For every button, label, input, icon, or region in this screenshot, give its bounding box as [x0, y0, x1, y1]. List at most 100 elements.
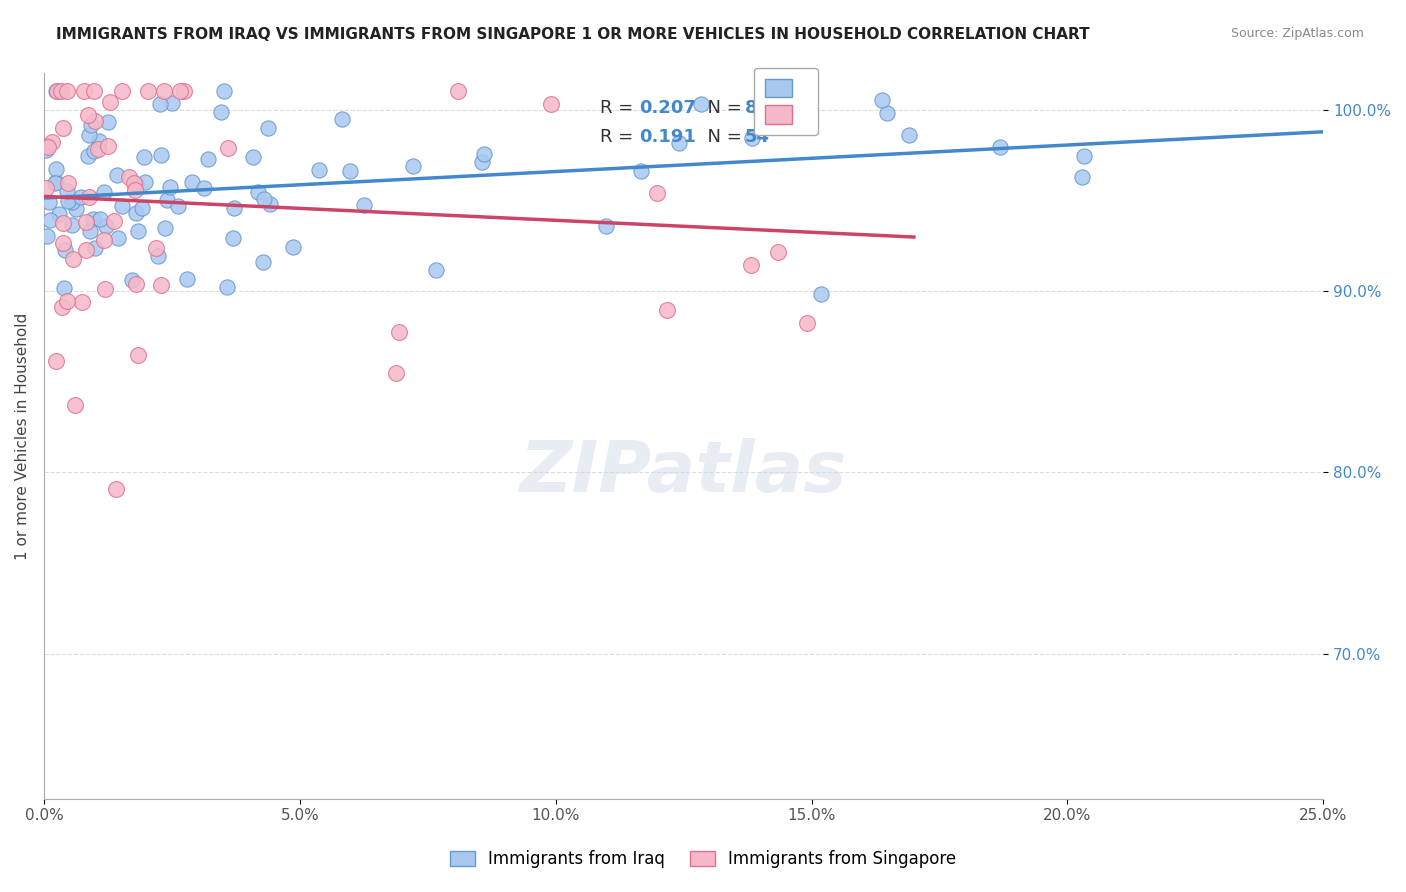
Point — [796, 317, 818, 331]
Point — [111, 199, 134, 213]
Point — [173, 84, 195, 98]
Point — [127, 348, 149, 362]
Point — [35, 139, 58, 153]
Point — [162, 96, 184, 111]
Point — [132, 150, 155, 164]
Point — [740, 258, 762, 272]
Point — [70, 295, 93, 310]
Point — [176, 272, 198, 286]
Point — [55, 84, 77, 98]
Point — [870, 94, 893, 108]
Point — [247, 185, 270, 199]
Point — [79, 224, 101, 238]
Point — [222, 201, 245, 215]
Point — [217, 141, 239, 155]
Point — [89, 212, 111, 227]
Point — [97, 114, 120, 128]
Point — [425, 262, 447, 277]
Point — [118, 170, 141, 185]
Point — [876, 105, 898, 120]
Point — [83, 84, 105, 98]
Point — [97, 138, 120, 153]
Point — [330, 112, 353, 126]
Point — [63, 398, 86, 412]
Point — [52, 121, 75, 136]
Point — [124, 277, 146, 291]
Point — [103, 214, 125, 228]
Point — [51, 300, 73, 314]
Point — [35, 229, 58, 244]
Point — [647, 186, 669, 200]
Point — [259, 197, 281, 211]
Point — [1071, 169, 1094, 184]
Point — [94, 219, 117, 233]
Y-axis label: 1 or more Vehicles in Household: 1 or more Vehicles in Household — [15, 312, 30, 559]
Point — [167, 199, 190, 213]
Point — [988, 140, 1011, 154]
Point — [159, 180, 181, 194]
Point — [60, 194, 83, 209]
Point — [46, 84, 69, 98]
Point — [242, 150, 264, 164]
Text: Source: ZipAtlas.com: Source: ZipAtlas.com — [1230, 27, 1364, 40]
Point — [105, 168, 128, 182]
Point — [56, 293, 79, 308]
Point — [472, 147, 495, 161]
Text: N =: N = — [696, 99, 748, 117]
Point — [48, 206, 70, 220]
Point — [65, 202, 87, 216]
Point — [125, 178, 148, 192]
Point — [146, 249, 169, 263]
Point — [253, 192, 276, 206]
Point — [741, 130, 763, 145]
Point — [93, 185, 115, 199]
Point — [180, 176, 202, 190]
Point — [38, 195, 60, 210]
Point — [668, 136, 690, 151]
Legend: , : , — [755, 68, 817, 136]
Point — [93, 233, 115, 247]
Text: R =: R = — [600, 99, 640, 117]
Point — [45, 175, 67, 189]
Point — [122, 176, 145, 190]
Point — [121, 273, 143, 287]
Point — [35, 143, 58, 157]
Point — [156, 193, 179, 207]
Point — [60, 218, 83, 232]
Point — [150, 148, 173, 162]
Point — [98, 95, 121, 110]
Point — [89, 134, 111, 148]
Point — [77, 128, 100, 142]
Point — [73, 84, 96, 98]
Point — [630, 164, 652, 178]
Point — [44, 176, 66, 190]
Point — [209, 104, 232, 119]
Point — [385, 366, 408, 380]
Text: IMMIGRANTS FROM IRAQ VS IMMIGRANTS FROM SINGAPORE 1 OR MORE VEHICLES IN HOUSEHOL: IMMIGRANTS FROM IRAQ VS IMMIGRANTS FROM … — [56, 27, 1090, 42]
Point — [70, 190, 93, 204]
Point — [41, 135, 63, 149]
Point — [221, 230, 243, 244]
Point — [39, 212, 62, 227]
Point — [52, 281, 75, 295]
Text: 54: 54 — [745, 128, 770, 145]
Point — [152, 84, 174, 98]
Point — [107, 231, 129, 245]
Point — [540, 97, 562, 112]
Point — [105, 483, 128, 497]
Point — [197, 152, 219, 166]
Point — [145, 241, 167, 255]
Text: N =: N = — [696, 128, 748, 145]
Point — [76, 108, 98, 122]
Point — [782, 84, 804, 98]
Point — [83, 114, 105, 128]
Point — [471, 154, 494, 169]
Point — [256, 120, 278, 135]
Point — [45, 354, 67, 368]
Point — [308, 162, 330, 177]
Point — [49, 84, 72, 98]
Point — [77, 149, 100, 163]
Point — [53, 244, 76, 258]
Point — [388, 325, 411, 339]
Point — [655, 303, 678, 318]
